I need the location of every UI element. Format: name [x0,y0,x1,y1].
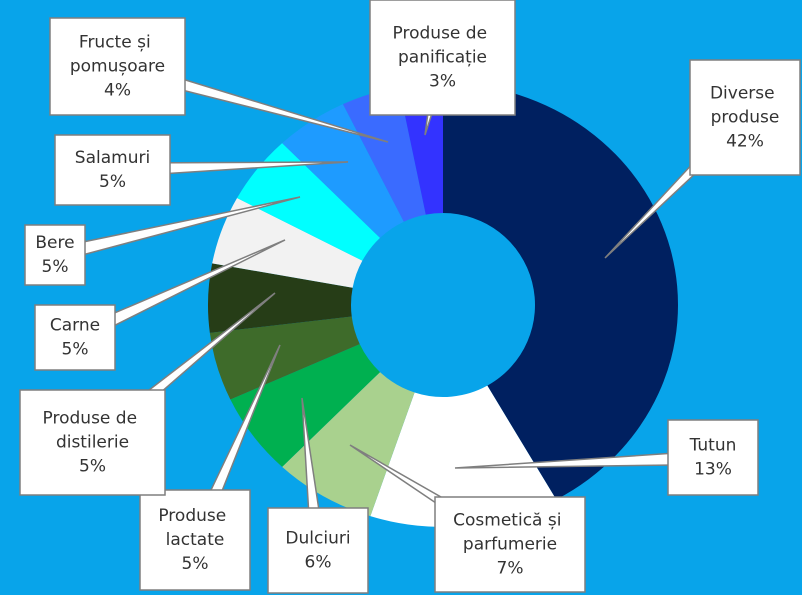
label-box [267,507,369,594]
value-label: 42% [726,132,764,152]
category-label: Tutun [689,436,737,456]
donut-slice [398,83,443,215]
label-box [689,59,801,176]
data-label: Diverse produse 42% [604,59,801,259]
value-label: 3% [429,72,456,92]
label-box [139,489,251,591]
label-box [19,389,166,496]
donut-slice [209,316,360,400]
donut-slice [230,344,381,467]
donut-slice [282,372,415,517]
data-label: Produse lactate 5% [139,344,281,591]
donut-slice [282,104,404,238]
category-label: Dulciuri [285,529,350,549]
value-label: 5% [79,457,106,477]
category-label: Bere [35,233,74,253]
category-label: Carne [50,316,100,336]
donut-slice [237,143,381,261]
donut-slice [208,263,353,333]
category-label: Produse de distilerie [43,409,143,453]
data-label: Fructe și pomușoare 4% [49,17,389,143]
data-label: Bere 5% [24,196,301,286]
value-label: 5% [42,257,69,277]
data-label: Carne 5% [34,239,286,371]
category-label: Salamuri [75,148,150,168]
data-label: Salamuri 5% [54,134,349,206]
data-label: Tutun 13% [454,419,759,496]
label-box [34,304,116,371]
category-label: Fructe și pomușoare [70,33,165,77]
label-box [667,419,759,496]
slices [208,83,678,527]
category-label: Produse de panificație [393,24,493,68]
label-box [49,17,186,116]
data-label: Produse de distilerie 5% [19,292,276,496]
value-label: 5% [99,172,126,192]
value-label: 5% [62,340,89,360]
label-box [434,496,586,593]
label-box [54,134,171,206]
donut-slice [443,83,678,500]
category-label: Produse lactate [158,506,231,550]
value-label: 4% [104,81,131,101]
data-label: Produse de panificație 3% [369,0,516,136]
donut-slice [342,86,426,222]
value-label: 5% [182,554,209,574]
data-label: Dulciuri 6% [267,397,369,594]
category-label: Diverse produse [710,84,780,128]
donut-slice [212,198,363,288]
label-box [24,224,86,286]
data-label: Cosmetică și parfumerie 7% [349,444,586,593]
value-label: 13% [694,460,732,480]
value-label: 7% [497,559,524,579]
category-label: Cosmetică și parfumerie [453,511,567,555]
label-box [369,0,516,116]
donut-slice [370,385,557,527]
value-label: 6% [305,553,332,573]
